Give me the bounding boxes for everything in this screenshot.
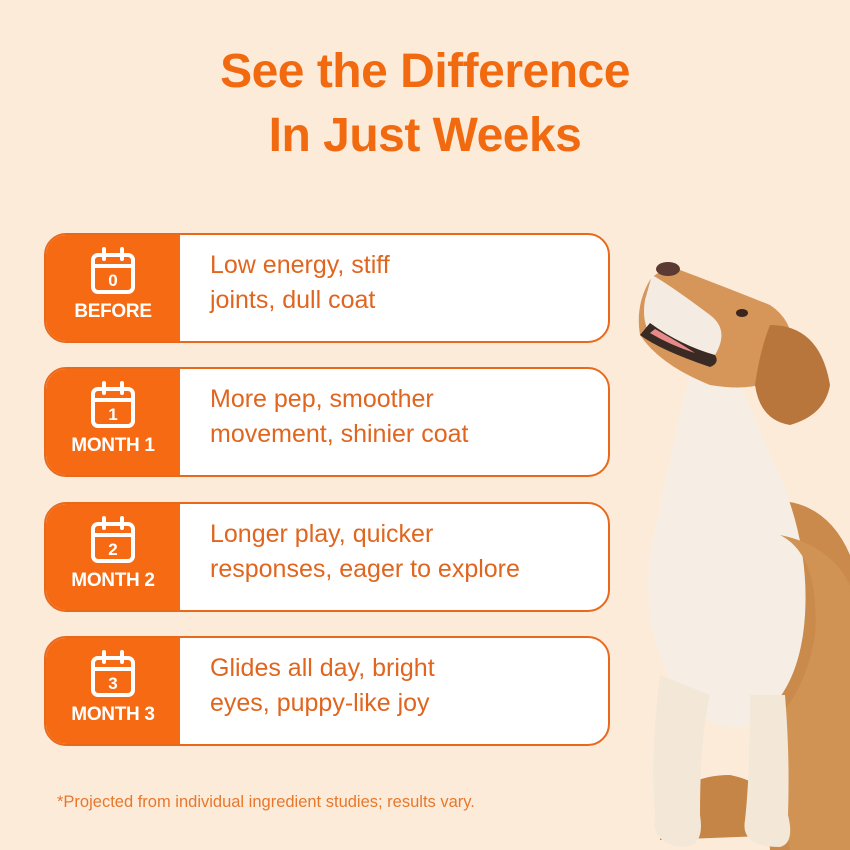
svg-text:0: 0 [108,271,117,290]
calendar-icon: 3 [90,650,136,698]
description-line-2: eyes, puppy-like joy [210,689,430,717]
svg-text:2: 2 [108,540,117,559]
timeline-description: Glides all day, bright eyes, puppy-like … [180,638,435,744]
timeline-tab: 1 MONTH 1 [46,369,180,475]
description-line-1: Longer play, quicker [210,520,434,548]
footnote: *Projected from individual ingredient st… [57,793,475,811]
description-line-1: Glides all day, bright [210,654,435,682]
calendar-icon: 2 [90,516,136,564]
dog-photo [620,255,850,850]
timeline-tab: 3 MONTH 3 [46,638,180,744]
calendar-icon: 1 [90,381,136,429]
timeline-tab: 2 MONTH 2 [46,504,180,610]
svg-text:1: 1 [108,405,117,424]
timeline-card-month-3: 3 MONTH 3 Glides all day, bright eyes, p… [44,636,610,746]
timeline-description: More pep, smoother movement, shinier coa… [180,369,468,475]
description-line-2: joints, dull coat [210,286,376,314]
timeline-label: MONTH 3 [71,704,155,725]
description-line-2: movement, shinier coat [210,420,469,448]
svg-text:3: 3 [108,674,117,693]
timeline-label: MONTH 1 [71,435,155,456]
timeline-label: BEFORE [74,301,152,322]
timeline-card-month-1: 1 MONTH 1 More pep, smoother movement, s… [44,367,610,477]
calendar-icon: 0 [90,247,136,295]
description-line-1: More pep, smoother [210,385,434,413]
description-line-2: responses, eager to explore [210,555,520,583]
description-line-1: Low energy, stiff [210,251,390,279]
page-title: See the Difference In Just Weeks [0,40,850,168]
timeline-card-month-2: 2 MONTH 2 Longer play, quicker responses… [44,502,610,612]
timeline-card-before: 0 BEFORE Low energy, stiff joints, dull … [44,233,610,343]
title-line-1: See the Difference [220,45,630,98]
timeline-label: MONTH 2 [71,570,155,591]
title-line-2: In Just Weeks [268,109,582,162]
timeline-description: Low energy, stiff joints, dull coat [180,235,390,341]
timeline-tab: 0 BEFORE [46,235,180,341]
timeline-description: Longer play, quicker responses, eager to… [180,504,520,610]
